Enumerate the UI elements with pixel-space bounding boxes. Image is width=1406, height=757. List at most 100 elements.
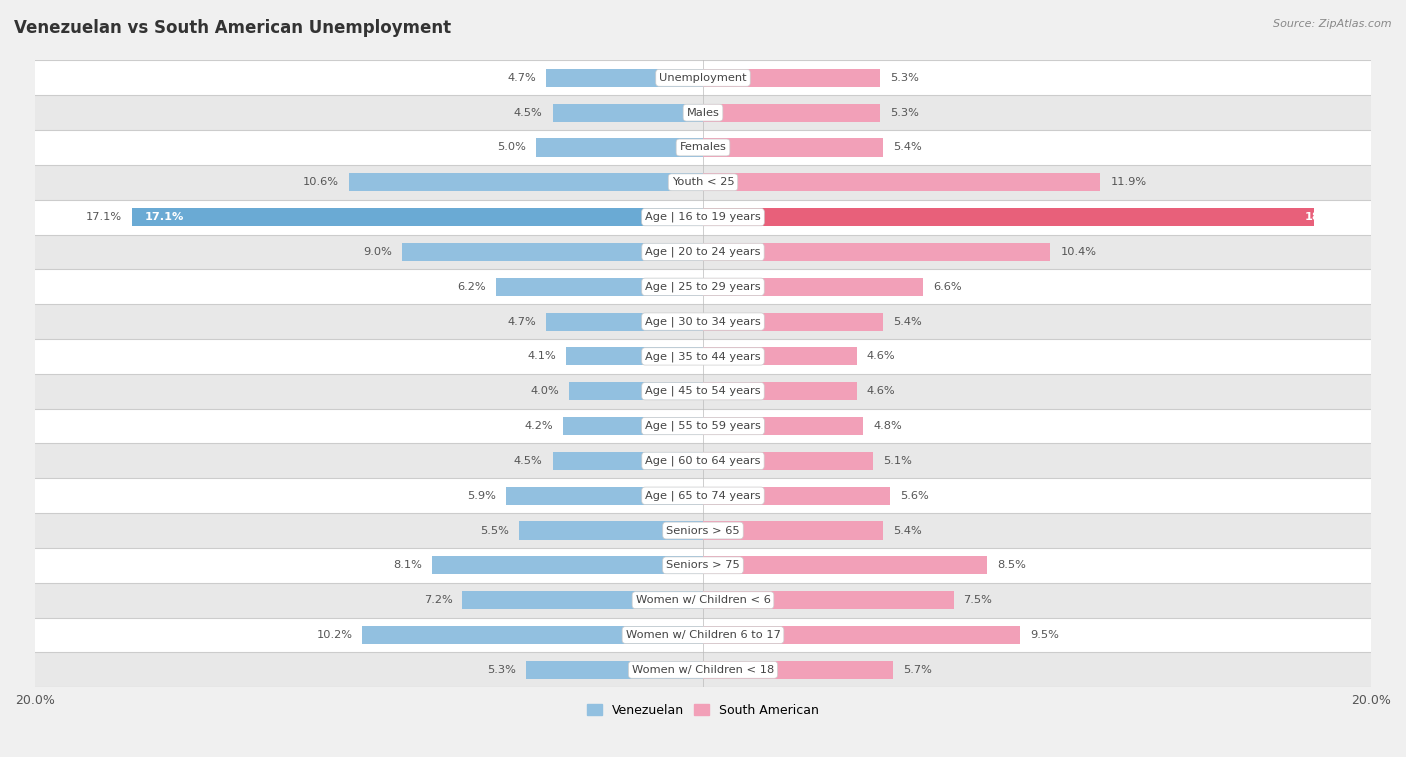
Bar bbox=[35, 95, 1371, 130]
Text: 5.4%: 5.4% bbox=[893, 316, 922, 326]
Text: Males: Males bbox=[686, 107, 720, 117]
Text: Seniors > 75: Seniors > 75 bbox=[666, 560, 740, 570]
Text: 5.6%: 5.6% bbox=[900, 491, 929, 500]
Text: Age | 65 to 74 years: Age | 65 to 74 years bbox=[645, 491, 761, 501]
Bar bbox=[703, 382, 856, 400]
Text: Women w/ Children < 6: Women w/ Children < 6 bbox=[636, 595, 770, 605]
Bar bbox=[703, 417, 863, 435]
Bar bbox=[506, 487, 703, 505]
Bar bbox=[35, 339, 1371, 374]
Text: 9.5%: 9.5% bbox=[1031, 630, 1059, 640]
Text: Women w/ Children < 18: Women w/ Children < 18 bbox=[631, 665, 775, 674]
Bar bbox=[496, 278, 703, 296]
Text: 4.2%: 4.2% bbox=[524, 421, 553, 431]
Text: 7.5%: 7.5% bbox=[963, 595, 993, 605]
Bar bbox=[703, 487, 890, 505]
Text: 10.6%: 10.6% bbox=[302, 177, 339, 187]
Text: 5.3%: 5.3% bbox=[486, 665, 516, 674]
Text: 4.0%: 4.0% bbox=[530, 386, 560, 396]
Text: 17.1%: 17.1% bbox=[145, 212, 184, 222]
Text: 5.1%: 5.1% bbox=[883, 456, 912, 466]
Bar bbox=[567, 347, 703, 366]
Text: 8.5%: 8.5% bbox=[997, 560, 1026, 570]
Bar bbox=[703, 278, 924, 296]
Bar bbox=[546, 313, 703, 331]
Bar bbox=[35, 61, 1371, 95]
Bar bbox=[463, 591, 703, 609]
Text: Age | 20 to 24 years: Age | 20 to 24 years bbox=[645, 247, 761, 257]
Bar bbox=[703, 139, 883, 157]
Bar bbox=[703, 661, 893, 679]
Bar bbox=[703, 69, 880, 87]
Text: Women w/ Children 6 to 17: Women w/ Children 6 to 17 bbox=[626, 630, 780, 640]
Text: Youth < 25: Youth < 25 bbox=[672, 177, 734, 187]
Bar bbox=[132, 208, 703, 226]
Text: Age | 35 to 44 years: Age | 35 to 44 years bbox=[645, 351, 761, 362]
Bar bbox=[562, 417, 703, 435]
Bar bbox=[35, 269, 1371, 304]
Text: 4.6%: 4.6% bbox=[866, 351, 896, 361]
Bar bbox=[35, 165, 1371, 200]
Text: Source: ZipAtlas.com: Source: ZipAtlas.com bbox=[1274, 19, 1392, 29]
Text: 5.0%: 5.0% bbox=[498, 142, 526, 152]
Text: 8.1%: 8.1% bbox=[394, 560, 422, 570]
Text: Age | 25 to 29 years: Age | 25 to 29 years bbox=[645, 282, 761, 292]
Legend: Venezuelan, South American: Venezuelan, South American bbox=[582, 699, 824, 721]
Bar bbox=[526, 661, 703, 679]
Text: 4.5%: 4.5% bbox=[515, 456, 543, 466]
Text: 5.4%: 5.4% bbox=[893, 525, 922, 535]
Text: Age | 16 to 19 years: Age | 16 to 19 years bbox=[645, 212, 761, 223]
Text: 17.1%: 17.1% bbox=[86, 212, 122, 222]
Bar bbox=[703, 591, 953, 609]
Text: 4.5%: 4.5% bbox=[515, 107, 543, 117]
Bar bbox=[569, 382, 703, 400]
Bar bbox=[553, 452, 703, 470]
Bar bbox=[35, 548, 1371, 583]
Text: 4.7%: 4.7% bbox=[508, 316, 536, 326]
Bar bbox=[703, 452, 873, 470]
Bar bbox=[35, 478, 1371, 513]
Text: Seniors > 65: Seniors > 65 bbox=[666, 525, 740, 535]
Bar bbox=[519, 522, 703, 540]
Text: 18.3%: 18.3% bbox=[1305, 212, 1344, 222]
Bar bbox=[703, 347, 856, 366]
Text: 5.4%: 5.4% bbox=[893, 142, 922, 152]
Bar bbox=[703, 173, 1101, 192]
Text: 4.6%: 4.6% bbox=[866, 386, 896, 396]
Text: 9.0%: 9.0% bbox=[364, 247, 392, 257]
Bar bbox=[349, 173, 703, 192]
Bar bbox=[433, 556, 703, 575]
Text: 5.9%: 5.9% bbox=[467, 491, 496, 500]
Text: 6.2%: 6.2% bbox=[457, 282, 486, 291]
Bar bbox=[703, 556, 987, 575]
Bar bbox=[703, 522, 883, 540]
Text: 11.9%: 11.9% bbox=[1111, 177, 1147, 187]
Text: Unemployment: Unemployment bbox=[659, 73, 747, 83]
Bar bbox=[35, 444, 1371, 478]
Bar bbox=[35, 235, 1371, 269]
Text: Age | 30 to 34 years: Age | 30 to 34 years bbox=[645, 316, 761, 327]
Bar bbox=[546, 69, 703, 87]
Bar bbox=[703, 243, 1050, 261]
Text: 5.3%: 5.3% bbox=[890, 107, 920, 117]
Bar bbox=[35, 513, 1371, 548]
Bar bbox=[703, 208, 1315, 226]
Bar bbox=[35, 374, 1371, 409]
Bar bbox=[35, 409, 1371, 444]
Text: 5.7%: 5.7% bbox=[904, 665, 932, 674]
Text: 5.3%: 5.3% bbox=[890, 73, 920, 83]
Bar bbox=[402, 243, 703, 261]
Bar bbox=[35, 653, 1371, 687]
Text: Age | 60 to 64 years: Age | 60 to 64 years bbox=[645, 456, 761, 466]
Bar bbox=[703, 626, 1021, 644]
Bar bbox=[536, 139, 703, 157]
Text: 7.2%: 7.2% bbox=[423, 595, 453, 605]
Bar bbox=[35, 200, 1371, 235]
Text: 4.1%: 4.1% bbox=[527, 351, 555, 361]
Text: 4.8%: 4.8% bbox=[873, 421, 903, 431]
Bar bbox=[363, 626, 703, 644]
Text: Females: Females bbox=[679, 142, 727, 152]
Text: Age | 45 to 54 years: Age | 45 to 54 years bbox=[645, 386, 761, 397]
Text: 10.4%: 10.4% bbox=[1060, 247, 1097, 257]
Text: 6.6%: 6.6% bbox=[934, 282, 962, 291]
